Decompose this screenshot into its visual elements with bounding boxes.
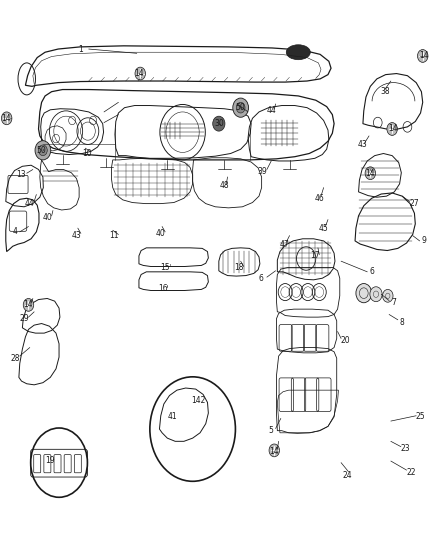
Text: 16: 16 bbox=[158, 285, 168, 293]
Text: 43: 43 bbox=[72, 231, 81, 240]
Text: 43: 43 bbox=[358, 141, 368, 149]
Circle shape bbox=[1, 112, 12, 125]
Circle shape bbox=[269, 444, 279, 457]
Text: 23: 23 bbox=[400, 445, 410, 453]
Text: 22: 22 bbox=[406, 469, 416, 477]
Text: 9: 9 bbox=[422, 237, 427, 245]
Text: 19: 19 bbox=[46, 456, 55, 465]
Circle shape bbox=[35, 141, 51, 160]
Text: 25: 25 bbox=[416, 413, 425, 421]
Text: 46: 46 bbox=[314, 194, 324, 203]
Text: 18: 18 bbox=[235, 263, 244, 272]
Text: 39: 39 bbox=[258, 167, 267, 176]
Text: 20: 20 bbox=[341, 336, 350, 344]
Text: 50: 50 bbox=[236, 103, 246, 112]
Text: 40: 40 bbox=[156, 229, 166, 238]
Text: 44: 44 bbox=[266, 107, 276, 115]
Text: 14: 14 bbox=[134, 69, 144, 78]
Text: 14: 14 bbox=[419, 52, 429, 60]
Text: 11: 11 bbox=[110, 231, 119, 240]
Text: 5: 5 bbox=[269, 426, 274, 434]
Text: 28: 28 bbox=[11, 354, 20, 362]
Text: 15: 15 bbox=[160, 263, 170, 272]
Circle shape bbox=[356, 284, 371, 303]
Text: 17: 17 bbox=[310, 252, 320, 260]
Text: 40: 40 bbox=[42, 213, 52, 222]
Circle shape bbox=[233, 98, 248, 117]
Text: 41: 41 bbox=[168, 413, 177, 421]
Circle shape bbox=[23, 298, 34, 311]
Text: 14: 14 bbox=[1, 114, 11, 123]
Circle shape bbox=[236, 102, 245, 113]
Text: 14: 14 bbox=[389, 125, 398, 133]
Text: 45: 45 bbox=[319, 224, 328, 232]
Ellipse shape bbox=[286, 45, 310, 60]
Text: 13: 13 bbox=[16, 171, 26, 179]
Text: 7: 7 bbox=[391, 298, 396, 307]
Circle shape bbox=[417, 50, 428, 62]
Text: 30: 30 bbox=[214, 119, 224, 128]
Text: 142: 142 bbox=[191, 397, 206, 405]
Text: 38: 38 bbox=[380, 87, 389, 96]
Circle shape bbox=[150, 377, 236, 481]
Circle shape bbox=[213, 116, 225, 131]
Text: 4: 4 bbox=[13, 228, 18, 236]
Circle shape bbox=[387, 123, 397, 135]
Circle shape bbox=[370, 287, 382, 302]
Text: 6: 6 bbox=[259, 274, 264, 283]
Text: 6: 6 bbox=[369, 268, 374, 276]
Circle shape bbox=[31, 428, 88, 497]
Text: 48: 48 bbox=[219, 181, 229, 190]
Text: 8: 8 bbox=[400, 318, 405, 327]
Text: 50: 50 bbox=[37, 146, 46, 155]
Circle shape bbox=[135, 67, 145, 80]
Text: 1: 1 bbox=[78, 45, 83, 53]
Text: 10: 10 bbox=[82, 149, 92, 158]
Text: 44: 44 bbox=[25, 199, 35, 208]
Circle shape bbox=[39, 145, 47, 156]
Circle shape bbox=[365, 167, 375, 180]
Text: 14: 14 bbox=[269, 447, 279, 456]
Text: 29: 29 bbox=[19, 314, 29, 323]
Text: 27: 27 bbox=[409, 199, 419, 208]
Circle shape bbox=[382, 289, 393, 302]
Text: 14: 14 bbox=[23, 301, 32, 309]
Text: 14: 14 bbox=[366, 169, 375, 177]
Text: 24: 24 bbox=[343, 471, 352, 480]
Text: 47: 47 bbox=[279, 240, 289, 248]
